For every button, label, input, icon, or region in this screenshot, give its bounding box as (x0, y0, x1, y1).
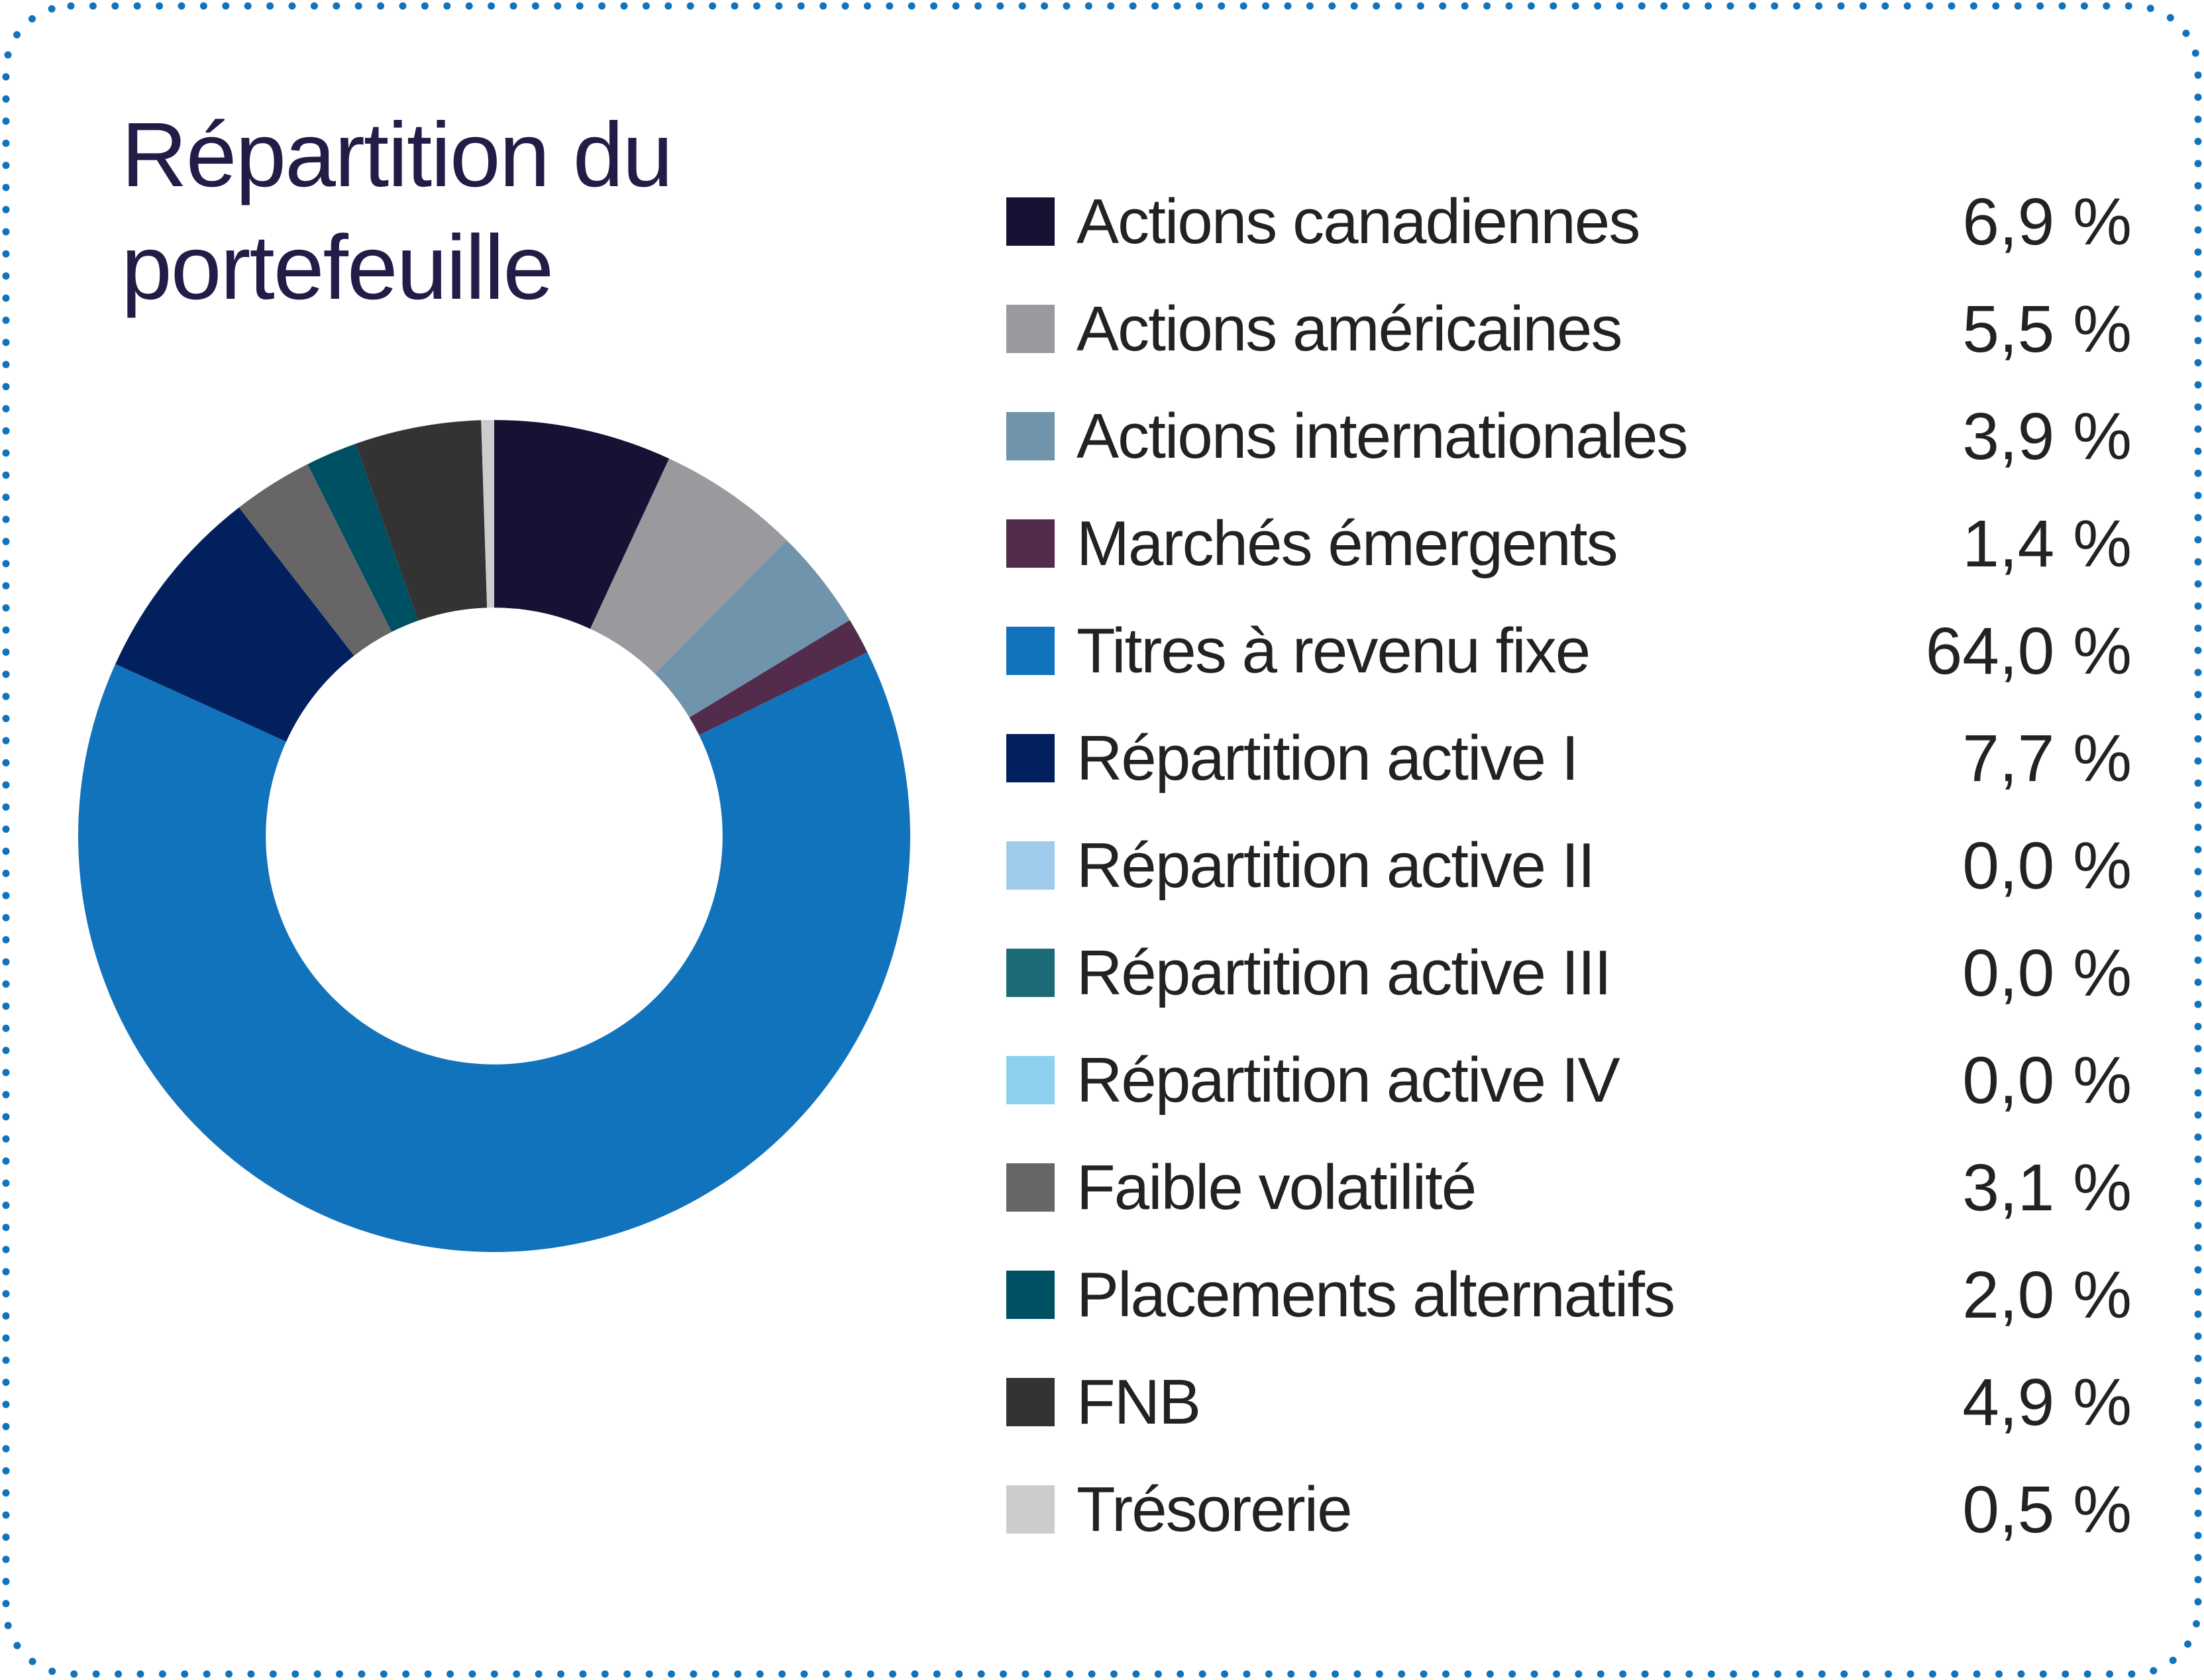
legend-label: Trésorerie (1076, 1473, 1353, 1545)
legend-value: 3,1 % (1962, 1150, 2132, 1225)
legend-row: Répartition active III 0,0 % (1006, 940, 2132, 1006)
legend-swatch (1006, 519, 1055, 568)
donut-segment-actions-americaines (590, 458, 787, 674)
legend-value: 5,5 % (1962, 291, 2132, 366)
legend-swatch (1006, 1056, 1055, 1104)
legend-label: Marchés émergents (1076, 507, 1618, 579)
legend-label: Faible volatilité (1076, 1151, 1477, 1223)
donut-svg (78, 420, 911, 1253)
legend-swatch (1006, 841, 1055, 890)
legend-row: Titres à revenu fixe 64,0 % (1006, 618, 2132, 684)
legend-swatch (1006, 1271, 1055, 1319)
legend-swatch (1006, 1378, 1055, 1426)
legend-label: Actions internationales (1076, 400, 1689, 472)
legend-label: Actions canadiennes (1076, 185, 1640, 257)
chart-title: Répartition du portefeuille (121, 104, 673, 319)
donut-segment-placements-alternatifs (307, 443, 419, 632)
legend-label: FNB (1076, 1366, 1201, 1438)
legend-swatch (1006, 1485, 1055, 1534)
legend-label: Répartition active I (1076, 722, 1579, 794)
legend-value: 0,0 % (1962, 828, 2132, 903)
donut-segment-titres-a-revenu-fixe (78, 652, 911, 1253)
legend-row: Actions américaines 5,5 % (1006, 296, 2132, 362)
legend: Actions canadiennes 6,9 % Actions américai… (1006, 189, 2132, 1543)
legend-label: Placements alternatifs (1076, 1259, 1675, 1330)
legend-swatch (1006, 197, 1055, 246)
legend-row: FNB 4,9 % (1006, 1369, 2132, 1436)
legend-swatch (1006, 1163, 1055, 1212)
legend-row: Actions canadiennes 6,9 % (1006, 189, 2132, 255)
legend-value: 6,9 % (1962, 184, 2132, 259)
legend-value: 0,5 % (1962, 1472, 2132, 1547)
donut-segment-marches-emergents (689, 620, 868, 735)
legend-value: 3,9 % (1962, 399, 2132, 474)
donut-chart (78, 420, 911, 1253)
legend-row: Placements alternatifs 2,0 % (1006, 1262, 2132, 1328)
donut-segment-faible-volatilite (238, 464, 392, 656)
legend-swatch (1006, 412, 1055, 460)
legend-label: Répartition active II (1076, 829, 1595, 901)
donut-segment-actions-internationales (655, 540, 850, 718)
legend-row: Répartition active IV 0,0 % (1006, 1047, 2132, 1114)
legend-value: 7,7 % (1962, 721, 2132, 796)
legend-value: 4,9 % (1962, 1365, 2132, 1440)
legend-label: Répartition active IV (1076, 1044, 1620, 1116)
legend-swatch (1006, 305, 1055, 353)
legend-row: Faible volatilité 3,1 % (1006, 1155, 2132, 1221)
donut-segment-actions-canadiennes (494, 420, 670, 629)
legend-swatch (1006, 734, 1055, 782)
legend-row: Répartition active II 0,0 % (1006, 833, 2132, 899)
legend-value: 2,0 % (1962, 1257, 2132, 1332)
legend-row: Répartition active I 7,7 % (1006, 725, 2132, 792)
legend-value: 1,4 % (1962, 506, 2132, 581)
donut-segment-fnb (355, 420, 488, 621)
legend-label: Répartition active III (1076, 937, 1612, 1008)
donut-segment-tresorerie (481, 420, 494, 608)
legend-row: Marchés émergents 1,4 % (1006, 511, 2132, 577)
legend-swatch (1006, 949, 1055, 997)
legend-label: Actions américaines (1076, 293, 1622, 364)
legend-value: 0,0 % (1962, 935, 2132, 1010)
legend-row: Actions internationales 3,9 % (1006, 403, 2132, 470)
legend-swatch (1006, 627, 1055, 675)
donut-segment-repartition-active-i (115, 507, 354, 742)
legend-value: 0,0 % (1962, 1043, 2132, 1118)
legend-value: 64,0 % (1925, 613, 2132, 688)
legend-row: Trésorerie 0,5 % (1006, 1477, 2132, 1543)
legend-label: Titres à revenu fixe (1076, 615, 1591, 686)
